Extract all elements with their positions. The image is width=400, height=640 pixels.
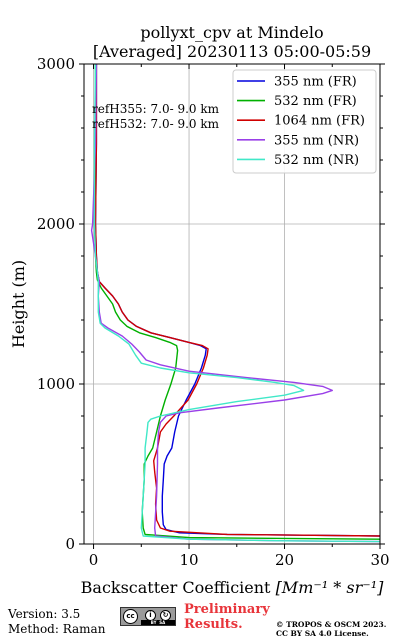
ref-height-annotation-0: refH355: 7.0- 9.0 km [92, 102, 220, 116]
ref-height-annotation-1: refH532: 7.0- 9.0 km [92, 117, 220, 131]
x-tick-label-3: 30 [370, 551, 389, 569]
x-tick-label-1: 10 [179, 551, 198, 569]
preliminary-line-2: Results. [184, 617, 243, 632]
version-label: Version: 3.5 [8, 607, 81, 621]
preliminary-line-1: Preliminary [184, 602, 270, 617]
plot-frame [83, 63, 381, 545]
x-tick-label-0: 0 [89, 551, 99, 569]
y-tick-label-3: 3000 [37, 55, 75, 73]
chart-subtitle: [Averaged] 20230113 05:00-05:59 [93, 42, 371, 61]
chart-title: pollyxt_cpv at Mindelo [140, 23, 323, 42]
legend-label-1: 532 nm (FR) [274, 94, 357, 109]
x-axis-label-text: Backscatter Coefficient [81, 578, 276, 597]
y-axis-label: Height (m) [9, 260, 28, 348]
lidar-profile-chart: 0 10 20 30 0 1000 2000 3000 pollyxt_cpv at Minde… [9, 23, 390, 597]
x-axis-label: Backscatter Coefficient [Mm⁻¹ * sr⁻¹] [81, 578, 384, 597]
y-tick-label-0: 0 [65, 535, 75, 553]
legend-label-4: 532 nm (NR) [274, 153, 359, 168]
legend-label-0: 355 nm (FR) [274, 75, 357, 90]
copyright-note: © TROPOS & OSCM 2023. CC BY SA 4.0 Licen… [276, 620, 386, 638]
preliminary-results-note: Preliminary Results. [184, 602, 270, 632]
y-tick-label-1: 1000 [37, 375, 75, 393]
copyright-line-1: © TROPOS & OSCM 2023. [276, 620, 387, 629]
series-line-3 [90, 63, 381, 543]
y-tick-label-2: 2000 [37, 215, 75, 233]
legend-label-2: 1064 nm (FR) [274, 114, 365, 129]
series-line-4 [93, 63, 381, 543]
method-label: Method: Raman [8, 622, 106, 636]
x-axis-unit: [Mm⁻¹ * sr⁻¹] [276, 578, 385, 597]
copyright-line-2: CC BY SA 4.0 License. [276, 629, 369, 638]
legend-label-3: 355 nm (NR) [274, 133, 359, 148]
cc-by-sa-license-icon: cc i ↻ BY SA [120, 607, 176, 626]
legend-box [232, 69, 377, 174]
x-tick-label-2: 20 [275, 551, 294, 569]
